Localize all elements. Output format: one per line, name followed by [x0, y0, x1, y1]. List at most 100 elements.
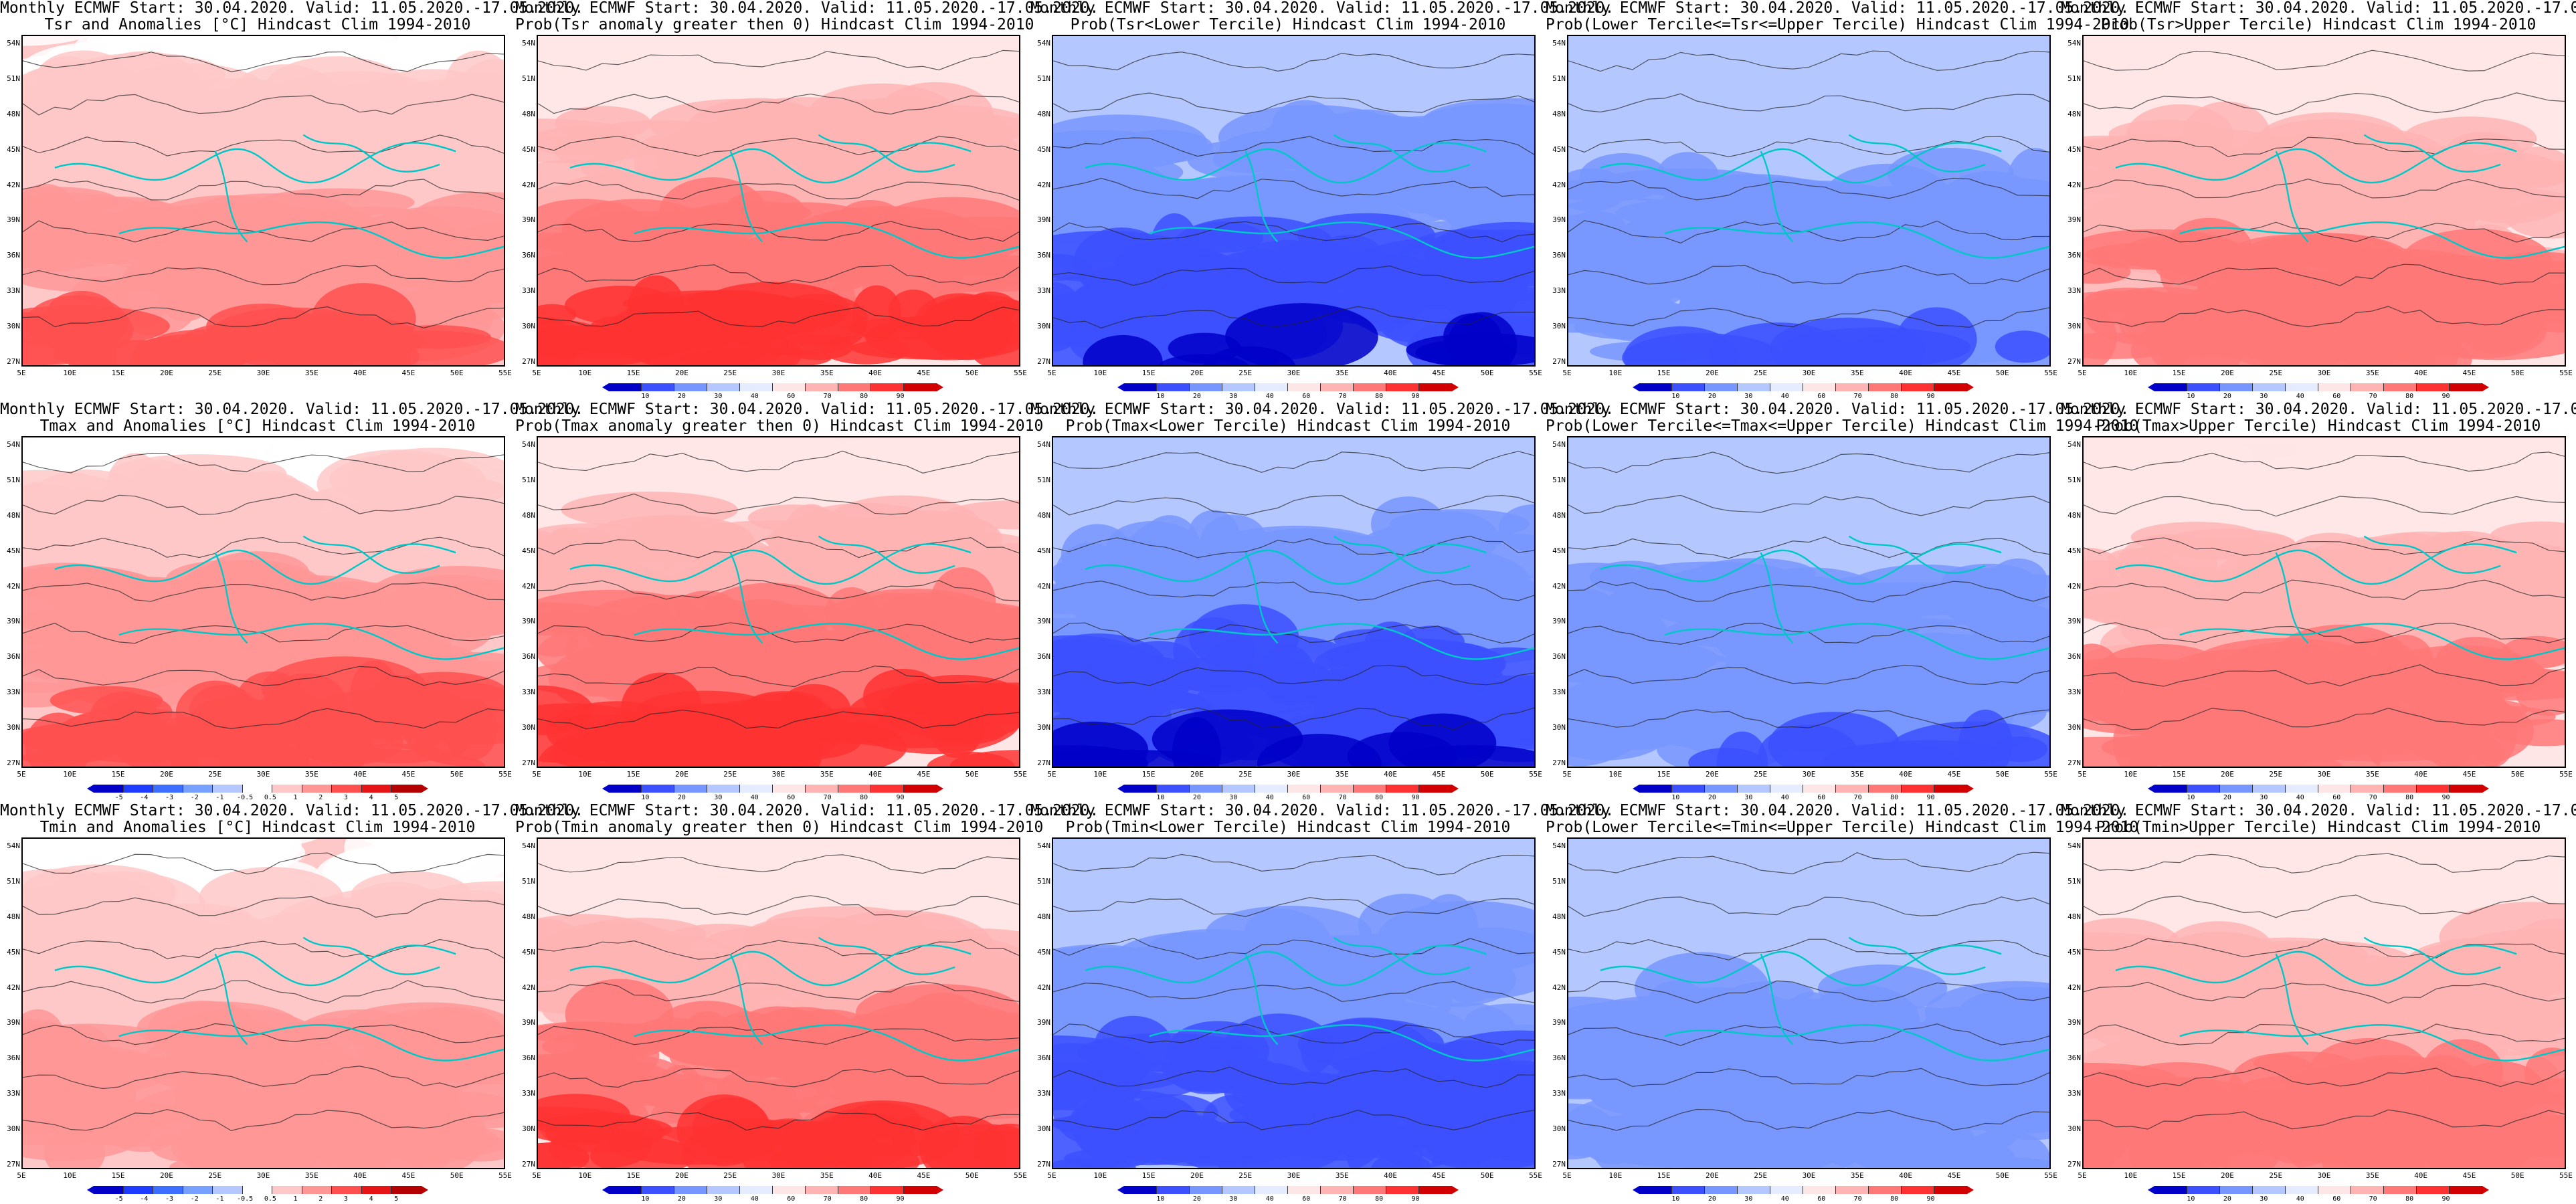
colorbar-swatch [1836, 785, 1869, 793]
lat-label: 42N [2067, 180, 2081, 189]
field-layer [1568, 36, 2049, 365]
lat-label: 54N [2067, 440, 2081, 449]
lat-label: 39N [1037, 215, 1050, 225]
panel-title: Monthly ECMWF Start: 30.04.2020. Valid: … [515, 803, 1099, 836]
colorbar-tick-label: -5 [114, 1195, 123, 1203]
colorbar-tick-label: -0.5 [237, 1195, 254, 1203]
colorbar-tick-label: 70 [823, 794, 832, 801]
colorbar-tick-label: 90 [1926, 1195, 1935, 1203]
colorbar-swatch [2417, 1186, 2450, 1194]
colorbar-tick-label: 30 [1229, 794, 1238, 801]
colorbar-swatch [123, 785, 154, 793]
lat-label: 48N [1552, 912, 1566, 921]
colorbar-swatch [806, 1186, 838, 1194]
lon-label: 10E [2124, 770, 2138, 779]
lat-label: 36N [7, 652, 20, 662]
colorbar-tick-label: 60 [787, 794, 796, 801]
lat-label: 30N [7, 1124, 20, 1134]
field-layer [538, 839, 1019, 1168]
colorbar-tick-label: 3 [343, 794, 348, 801]
panel-title-line1: Monthly ECMWF Start: 30.04.2020. Valid: … [515, 401, 1099, 418]
colorbar-swatch [123, 1186, 154, 1194]
lon-label: 30E [771, 1171, 786, 1180]
lon-label: 35E [820, 1171, 834, 1180]
colorbar-tick-label: 80 [1890, 1195, 1899, 1203]
lat-label: 39N [1037, 617, 1050, 626]
lon-label: 50E [2510, 369, 2524, 377]
lat-label: 48N [1552, 109, 1566, 118]
lon-label: 50E [1480, 1171, 1494, 1180]
map-panel-tmin-2: Monthly ECMWF Start: 30.04.2020. Valid: … [515, 803, 1099, 1204]
panel-title: Monthly ECMWF Start: 30.04.2020. Valid: … [0, 401, 583, 435]
colorbar-swatch [1934, 383, 1967, 391]
lat-label: 36N [7, 251, 20, 260]
lat-label: 30N [522, 723, 535, 732]
lat-label: 36N [522, 251, 535, 260]
lat-label: 30N [522, 1124, 535, 1134]
lon-label: 30E [771, 770, 786, 779]
lat-label: 30N [7, 322, 20, 331]
lon-label: 5E [1047, 369, 1056, 377]
colorbar-swatch [242, 785, 273, 793]
lat-label: 51N [1552, 475, 1566, 484]
lon-label: 30E [771, 369, 786, 377]
lat-label: 54N [1037, 440, 1050, 449]
colorbar-tick-label: -3 [165, 794, 174, 801]
colorbar-tick-label: 60 [1817, 393, 1826, 400]
colorbar-swatch [2351, 1186, 2384, 1194]
lon-label: 25E [208, 369, 222, 377]
colorbar-swatch [361, 1186, 392, 1194]
lat-label: 48N [1552, 510, 1566, 520]
colorbar-swatch [1803, 1186, 1836, 1194]
colorbar-swatch [1222, 785, 1255, 793]
colorbar-swatch [1386, 383, 1419, 391]
map-panel-tmax-1: Monthly ECMWF Start: 30.04.2020. Valid: … [0, 401, 583, 803]
lat-label: 39N [1552, 617, 1566, 626]
lon-label: 20E [1190, 369, 1204, 377]
colorbar-swatch [1124, 785, 1157, 793]
lon-label: 20E [1190, 1171, 1204, 1180]
lon-label: 15E [2172, 369, 2186, 377]
lon-label: 55E [2559, 369, 2573, 377]
lon-label: 55E [2559, 770, 2573, 779]
colorbar-tick-label: 60 [2332, 794, 2341, 801]
lon-label: 40E [2414, 770, 2428, 779]
colorbar-tick-label: 90 [1926, 393, 1935, 400]
lon-label: 55E [2044, 1171, 2057, 1180]
colorbar-tick-label: 1 [293, 794, 298, 801]
lon-label: 35E [1850, 369, 1864, 377]
colorbar-tick-label: 60 [2332, 1195, 2341, 1203]
lon-label: 20E [159, 1171, 173, 1180]
panel-title: Monthly ECMWF Start: 30.04.2020. Valid: … [0, 803, 583, 836]
lat-label: 36N [7, 1054, 20, 1063]
colorbar-tick-label: 40 [1780, 794, 1789, 801]
map-panel-tmin-5: Monthly ECMWF Start: 30.04.2020. Valid: … [2061, 803, 2576, 1204]
colorbar [1117, 383, 1459, 391]
lat-label: 48N [522, 912, 535, 921]
lat-label: 30N [1037, 1124, 1050, 1134]
colorbar-swatch [1157, 785, 1190, 793]
colorbar-swatch [332, 785, 362, 793]
lat-label: 33N [2067, 286, 2081, 296]
colorbar [2148, 383, 2489, 391]
lon-label: 30E [2317, 1171, 2331, 1180]
colorbar-swatch [1124, 383, 1157, 391]
colorbar-swatch [1190, 785, 1222, 793]
lat-label: 27N [1552, 1160, 1566, 1169]
colorbar-swatch [707, 1186, 740, 1194]
lon-label: 35E [2365, 1171, 2379, 1180]
lat-label: 42N [1037, 581, 1050, 591]
colorbar-tick-label: 40 [1780, 393, 1789, 400]
lon-label: 25E [723, 770, 737, 779]
lat-label: 51N [1552, 74, 1566, 83]
lon-label: 15E [626, 1171, 640, 1180]
colorbar-swatch [1770, 1186, 1803, 1194]
panel-title-line2: Prob(Lower Tercile<=Tmin<=Upper Tercile)… [1546, 819, 2139, 836]
lat-label: 42N [1552, 983, 1566, 992]
colorbar-swatch [609, 1186, 642, 1194]
colorbar-swatch [1803, 785, 1836, 793]
colorbar-swatch [2286, 383, 2318, 391]
contour-map [537, 35, 1020, 367]
lon-label: 45E [401, 369, 416, 377]
panel-title: Monthly ECMWF Start: 30.04.2020. Valid: … [515, 0, 1099, 33]
